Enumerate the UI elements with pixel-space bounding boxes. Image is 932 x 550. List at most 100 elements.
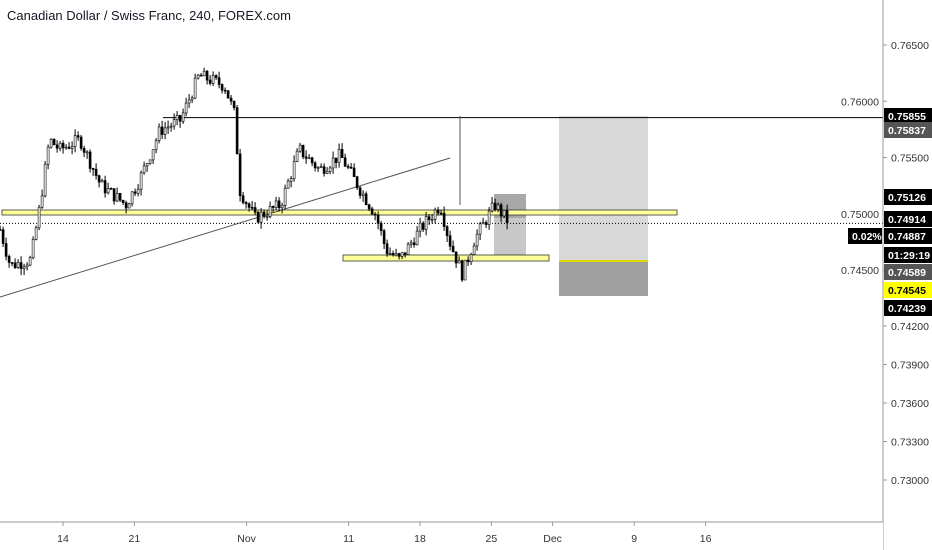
candle [34,227,38,240]
candle [493,202,497,210]
candle [472,245,476,255]
candle [52,138,56,146]
candle [262,211,266,217]
candle [346,166,350,168]
candle [139,172,143,190]
candle [463,259,467,281]
trend-line [0,157,451,298]
candle [436,209,440,214]
candle [175,115,179,120]
candle [25,264,29,268]
candle [394,253,398,256]
candle [421,222,425,230]
price-label: 0.74239 [888,303,926,315]
candle [199,74,203,77]
x-tick-label: 11 [343,533,354,545]
target-zone-box [559,116,648,261]
candle [460,260,464,281]
candle [130,191,134,205]
candle [487,210,491,225]
candle [484,222,488,225]
x-tick-label: 14 [57,533,69,545]
candle [322,166,326,174]
candle [136,188,140,194]
support-zone [342,254,550,262]
candle [400,252,404,257]
candle [178,115,182,122]
candle [160,126,164,135]
candle [361,193,365,196]
candle [310,157,314,164]
candle [181,112,185,122]
candle [490,202,494,212]
candle [196,74,200,79]
candle [259,211,263,223]
y-tick-label: 0.76000 [841,96,879,108]
chart-title: Canadian Dollar / Swiss Franc, 240, FORE… [7,8,291,23]
candle [502,210,506,217]
candle [106,188,110,194]
candle [79,136,83,149]
candle [451,245,455,253]
candle [127,203,131,209]
candle [349,166,353,169]
candle [340,148,344,159]
candle [244,202,248,205]
candle [445,226,449,236]
price-label: 0.74887 [888,231,926,243]
candle [418,222,422,232]
x-tick-label: 25 [486,533,498,545]
candle [49,138,53,148]
candle [337,148,341,163]
candle [301,144,305,158]
y-tick-label: 0.74200 [891,321,929,333]
candle [397,253,401,257]
candle [307,157,311,160]
candle [286,180,290,189]
price-label-bg [884,108,932,124]
candle [10,262,14,264]
candle [157,126,161,141]
candle [499,204,503,217]
price-label-bg [884,189,932,205]
candle [13,262,17,269]
candle [352,167,356,178]
candle [43,163,47,197]
candle [379,222,383,231]
candle [184,102,188,114]
candle [1,229,5,244]
price-label: 0.75855 [888,111,926,123]
candle [217,77,221,85]
x-tick-label: Nov [237,533,256,545]
change-badge: 0.02% [852,231,882,243]
price-label: 0.75126 [888,192,926,204]
candle [289,178,293,182]
y-tick-label-bg [839,263,881,277]
candle [214,75,218,79]
x-tick-label: 18 [414,533,426,545]
candle [64,146,68,149]
candle [475,233,479,247]
candle [430,218,434,221]
candle [121,199,125,203]
candle [469,254,473,263]
candle [313,162,317,169]
candle [247,203,251,208]
candle [70,146,74,149]
candle [241,195,245,203]
candle [223,89,227,92]
candle [277,200,281,209]
candle [151,149,155,161]
candle [97,175,101,183]
candle [103,180,107,194]
candle [73,135,77,147]
candle [415,230,419,246]
candle [226,90,230,99]
y-tick-label: 0.74500 [841,265,879,277]
x-tick-label: 21 [129,533,141,545]
y-tick-label: 0.75000 [841,209,879,221]
candle [16,262,20,269]
candle [355,176,359,189]
time-axis-bg [0,522,883,550]
